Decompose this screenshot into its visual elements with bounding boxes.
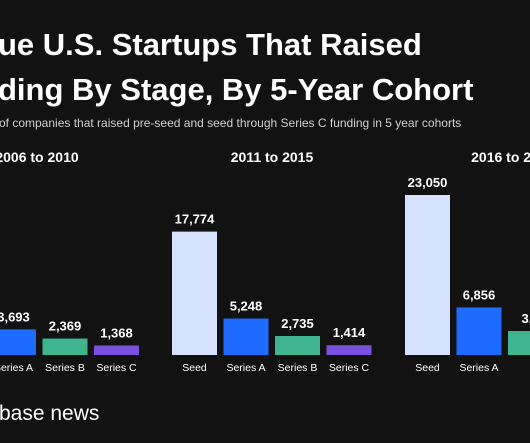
bar — [42, 338, 88, 355]
value-label: 2,369 — [49, 319, 82, 334]
category-label: Series C — [96, 362, 137, 374]
title-line: ding By Stage, By 5-Year Cohort — [0, 72, 473, 107]
category-label: Series B — [278, 362, 318, 374]
bar — [223, 318, 269, 355]
bar — [275, 336, 320, 355]
title-line: ue U.S. Startups That Raised — [0, 27, 422, 62]
panel-title: 2006 to 2010 — [0, 149, 79, 165]
value-label: 23,050 — [408, 175, 448, 190]
footer: base news — [0, 402, 99, 425]
category-label: Seed — [182, 362, 207, 374]
category-label: Series A — [226, 362, 265, 374]
value-label: 2,735 — [281, 316, 314, 331]
bar — [172, 231, 217, 355]
category-label: Seed — [415, 362, 440, 374]
category-label: Series C — [329, 362, 370, 374]
value-label: 1,368 — [100, 326, 133, 341]
value-label: 5,248 — [230, 299, 263, 314]
bar — [456, 307, 502, 355]
bar — [0, 329, 36, 355]
subtitle: of companies that raised pre-seed and se… — [0, 116, 461, 130]
value-label: 6,856 — [463, 287, 496, 302]
bar — [94, 345, 139, 355]
category-label: Series A — [0, 362, 33, 374]
value-label: 3,4 — [521, 311, 530, 326]
bar — [508, 331, 530, 355]
value-label: 17,774 — [175, 212, 216, 227]
category-label: Series A — [459, 362, 498, 374]
bar — [326, 345, 372, 355]
value-label: 3,693 — [0, 309, 30, 324]
bar — [405, 195, 450, 355]
panel-title: 2011 to 2015 — [231, 149, 314, 165]
value-label: 1,414 — [333, 325, 366, 340]
panel-title: 2016 to 20 — [471, 149, 530, 165]
category-label: Series B — [45, 362, 85, 374]
